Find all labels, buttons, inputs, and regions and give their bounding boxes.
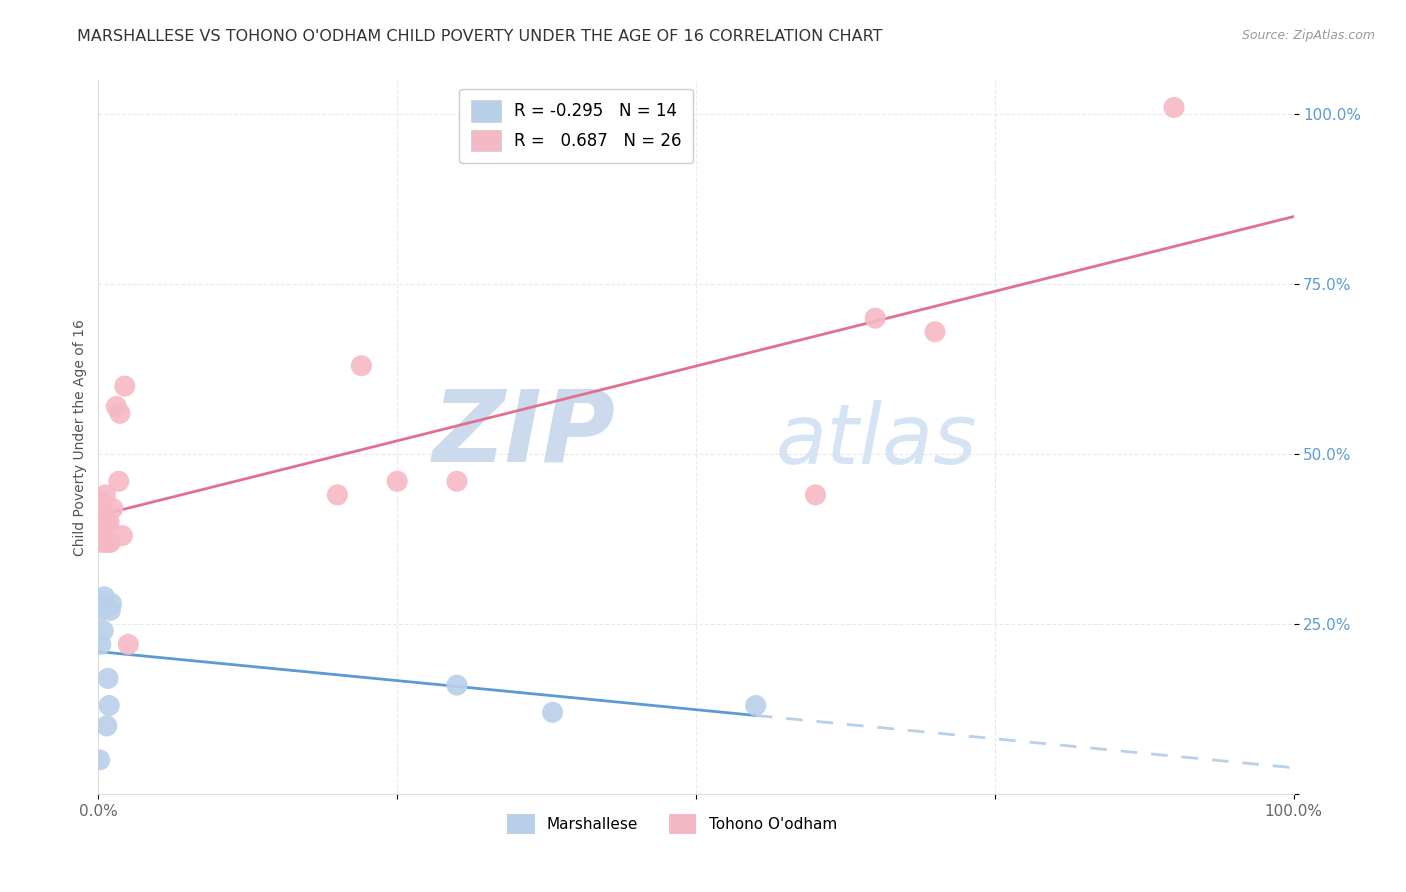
Point: [93, 508, 115, 523]
Point: [105, 400, 128, 414]
Point: [94, 597, 117, 611]
Point: [1163, 100, 1185, 114]
Text: atlas: atlas: [776, 401, 977, 481]
Point: [94, 488, 117, 502]
Point: [93, 590, 115, 604]
Point: [98, 603, 122, 617]
Point: [91, 494, 114, 508]
Point: [97, 671, 120, 685]
Point: [90, 501, 112, 516]
Point: [91, 522, 114, 536]
Point: [117, 637, 139, 651]
Y-axis label: Child Poverty Under the Age of 16: Child Poverty Under the Age of 16: [73, 318, 87, 556]
Point: [96, 515, 118, 529]
Point: [541, 706, 564, 720]
Point: [91, 624, 114, 638]
Point: [98, 698, 121, 713]
Point: [89, 753, 111, 767]
Point: [385, 475, 409, 489]
Point: [745, 698, 768, 713]
Point: [97, 535, 120, 549]
Text: Source: ZipAtlas.com: Source: ZipAtlas.com: [1241, 29, 1375, 42]
Point: [89, 528, 111, 542]
Point: [924, 325, 946, 339]
Legend: Marshallese, Tohono O'odham: Marshallese, Tohono O'odham: [501, 808, 844, 839]
Point: [98, 535, 122, 549]
Point: [96, 719, 118, 733]
Point: [91, 603, 114, 617]
Point: [100, 597, 122, 611]
Point: [350, 359, 373, 373]
Point: [446, 475, 468, 489]
Point: [326, 488, 349, 502]
Point: [108, 406, 131, 420]
Point: [114, 379, 136, 393]
Point: [804, 488, 827, 502]
Point: [107, 475, 129, 489]
Point: [111, 528, 134, 542]
Point: [446, 678, 468, 692]
Point: [865, 311, 887, 326]
Point: [101, 501, 124, 516]
Point: [90, 637, 112, 651]
Point: [98, 515, 121, 529]
Text: ZIP: ZIP: [433, 385, 616, 482]
Text: MARSHALLESE VS TOHONO O'ODHAM CHILD POVERTY UNDER THE AGE OF 16 CORRELATION CHAR: MARSHALLESE VS TOHONO O'ODHAM CHILD POVE…: [77, 29, 883, 44]
Point: [91, 535, 114, 549]
